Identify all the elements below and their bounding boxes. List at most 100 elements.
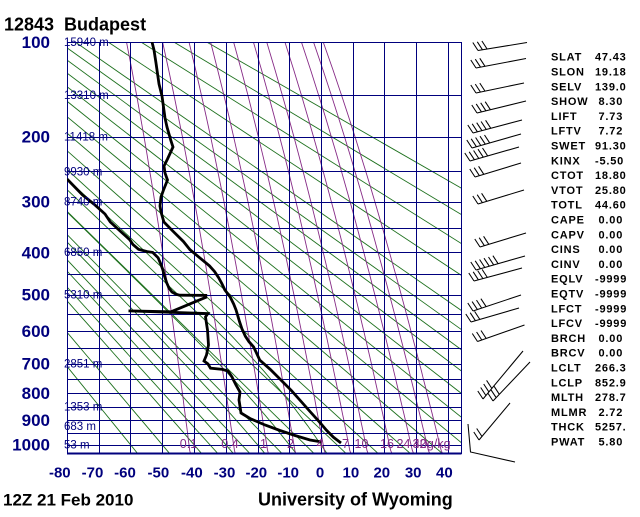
svg-text:0: 0 xyxy=(316,465,324,482)
svg-text:University of Wyoming: University of Wyoming xyxy=(258,490,453,510)
svg-text:-30: -30 xyxy=(214,465,236,482)
svg-text:19.18: 19.18 xyxy=(595,67,627,79)
svg-text:-40: -40 xyxy=(181,465,203,482)
svg-text:SELV: SELV xyxy=(551,81,582,93)
svg-text:BRCV: BRCV xyxy=(551,348,585,360)
svg-text:MLMR: MLMR xyxy=(551,407,587,419)
svg-text:PWAT: PWAT xyxy=(551,437,585,449)
svg-text:18.80: 18.80 xyxy=(595,170,627,182)
svg-text:LFTV: LFTV xyxy=(551,126,582,138)
svg-text:-80: -80 xyxy=(49,465,71,482)
svg-text:9930 m: 9930 m xyxy=(64,166,102,178)
svg-text:0.00: 0.00 xyxy=(599,259,624,271)
svg-text:8.30: 8.30 xyxy=(599,96,624,108)
svg-text:100: 100 xyxy=(22,33,50,52)
svg-text:EQTV: EQTV xyxy=(551,289,584,301)
svg-text:THCK: THCK xyxy=(551,422,585,434)
svg-text:40g/kg: 40g/kg xyxy=(413,437,451,451)
svg-text:8740 m: 8740 m xyxy=(64,196,102,208)
svg-text:0.00: 0.00 xyxy=(599,215,624,227)
svg-text:LCLT: LCLT xyxy=(551,363,582,375)
svg-text:91.30: 91.30 xyxy=(595,141,627,153)
svg-text:-70: -70 xyxy=(82,465,104,482)
svg-text:10: 10 xyxy=(355,437,369,451)
svg-text:0.4: 0.4 xyxy=(221,437,238,451)
svg-text:-20: -20 xyxy=(245,465,267,482)
svg-text:44.60: 44.60 xyxy=(595,200,627,212)
svg-text:1: 1 xyxy=(260,437,267,451)
svg-text:5310 m: 5310 m xyxy=(64,289,102,301)
svg-text:CINS: CINS xyxy=(551,244,580,256)
svg-text:BRCH: BRCH xyxy=(551,333,586,345)
svg-text:12843 Budapest: 12843 Budapest xyxy=(4,15,146,35)
svg-text:53 m: 53 m xyxy=(64,440,90,452)
svg-text:LFCT: LFCT xyxy=(551,303,582,315)
svg-text:CINV: CINV xyxy=(551,259,580,271)
svg-text:LIFT: LIFT xyxy=(551,111,577,123)
svg-text:700: 700 xyxy=(22,355,50,374)
svg-text:5.80: 5.80 xyxy=(599,437,624,449)
svg-text:15940 m: 15940 m xyxy=(64,37,109,49)
svg-text:-10: -10 xyxy=(277,465,299,482)
svg-text:7.73: 7.73 xyxy=(599,111,624,123)
svg-text:800: 800 xyxy=(22,384,50,403)
svg-text:MLTH: MLTH xyxy=(551,392,584,404)
svg-text:SLAT: SLAT xyxy=(551,52,582,64)
svg-text:-9999: -9999 xyxy=(595,289,627,301)
svg-text:TOTL: TOTL xyxy=(551,200,583,212)
svg-text:278.7: 278.7 xyxy=(595,392,627,404)
svg-text:LFCV: LFCV xyxy=(551,318,583,330)
svg-text:5257.: 5257. xyxy=(595,422,627,434)
svg-text:7: 7 xyxy=(342,437,349,451)
svg-text:24: 24 xyxy=(397,437,411,451)
svg-text:LCLP: LCLP xyxy=(551,377,583,389)
svg-text:16: 16 xyxy=(380,437,394,451)
svg-text:CTOT: CTOT xyxy=(551,170,584,182)
svg-text:0.00: 0.00 xyxy=(599,244,624,256)
svg-text:40: 40 xyxy=(436,465,453,482)
svg-text:6850 m: 6850 m xyxy=(64,247,102,259)
svg-text:VTOT: VTOT xyxy=(551,185,583,197)
svg-text:266.3: 266.3 xyxy=(595,363,627,375)
svg-text:7.72: 7.72 xyxy=(599,126,624,138)
svg-text:CAPE: CAPE xyxy=(551,215,585,227)
svg-text:SWET: SWET xyxy=(551,141,586,153)
svg-text:1000: 1000 xyxy=(12,436,50,455)
svg-text:2.72: 2.72 xyxy=(599,407,624,419)
svg-text:683 m: 683 m xyxy=(64,421,96,433)
svg-text:CAPV: CAPV xyxy=(551,229,585,241)
svg-text:-60: -60 xyxy=(114,465,136,482)
svg-text:EQLV: EQLV xyxy=(551,274,583,286)
svg-text:2851 m: 2851 m xyxy=(64,359,102,371)
svg-text:SHOW: SHOW xyxy=(551,96,588,108)
svg-text:-9999: -9999 xyxy=(595,274,627,286)
svg-text:-5.50: -5.50 xyxy=(595,155,624,167)
svg-text:10: 10 xyxy=(343,465,360,482)
svg-text:139.0: 139.0 xyxy=(595,81,627,93)
svg-text:-9999: -9999 xyxy=(595,303,627,315)
svg-text:-9999: -9999 xyxy=(595,318,627,330)
svg-text:4: 4 xyxy=(317,437,324,451)
svg-text:0.00: 0.00 xyxy=(599,348,624,360)
svg-text:2: 2 xyxy=(287,437,294,451)
svg-text:200: 200 xyxy=(22,128,50,147)
svg-text:1353 m: 1353 m xyxy=(64,402,102,414)
svg-text:300: 300 xyxy=(22,193,50,212)
svg-text:-50: -50 xyxy=(148,465,170,482)
svg-text:11418 m: 11418 m xyxy=(64,132,108,144)
svg-text:12Z 21 Feb 2010: 12Z 21 Feb 2010 xyxy=(3,491,133,510)
svg-text:900: 900 xyxy=(22,411,50,430)
svg-text:47.43: 47.43 xyxy=(595,52,627,64)
svg-text:13310 m: 13310 m xyxy=(64,90,109,102)
svg-text:0.00: 0.00 xyxy=(599,229,624,241)
svg-text:500: 500 xyxy=(22,286,50,305)
svg-text:30: 30 xyxy=(405,465,422,482)
svg-text:852.9: 852.9 xyxy=(595,377,627,389)
svg-text:600: 600 xyxy=(22,322,50,341)
svg-text:KINX: KINX xyxy=(551,155,580,167)
svg-text:0.00: 0.00 xyxy=(599,333,624,345)
svg-text:25.80: 25.80 xyxy=(595,185,627,197)
svg-text:400: 400 xyxy=(22,243,50,262)
svg-text:SLON: SLON xyxy=(551,67,585,79)
svg-text:20: 20 xyxy=(373,465,390,482)
